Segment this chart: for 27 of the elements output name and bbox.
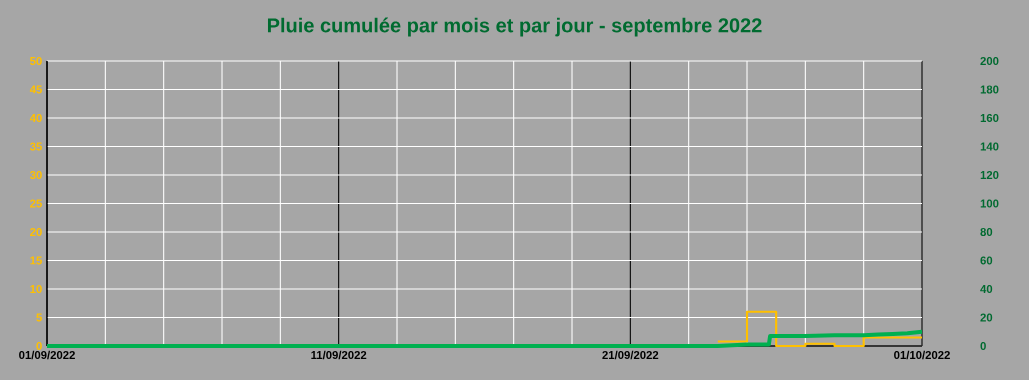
- chart-title: Pluie cumulée par mois et par jour - septembre 2022: [267, 17, 762, 37]
- y-tick-label: 35: [29, 142, 42, 151]
- y-tick-label: 10: [30, 285, 42, 294]
- y2-tick-label: 40: [980, 285, 993, 294]
- y-tick-label: 5: [36, 313, 42, 322]
- y2-tick-label: 200: [980, 57, 999, 66]
- y2-tick-label: 180: [980, 85, 999, 94]
- y-tick-label: 20: [30, 228, 42, 237]
- y2-tick-label: 120: [980, 171, 999, 180]
- y2-tick-label: 80: [980, 228, 993, 237]
- y-tick-label: 40: [29, 114, 42, 123]
- x-tick-label: 01/10/2022: [894, 350, 950, 360]
- x-tick-label: 21/09/2022: [602, 350, 659, 360]
- y2-tick-label: 140: [980, 142, 999, 151]
- y-tick-label: 30: [29, 170, 42, 180]
- y-tick-label: 0: [36, 342, 42, 351]
- y2-tick-label: 100: [980, 199, 999, 208]
- y-tick-label: 15: [30, 256, 42, 265]
- y-tick-label: 25: [30, 199, 42, 208]
- y2-tick-label: 160: [980, 114, 999, 123]
- y2-tick-label: 20: [980, 313, 993, 322]
- y-tick-label: 45: [29, 85, 42, 94]
- y2-tick-label: 60: [980, 256, 993, 265]
- x-tick-label: 11/09/2022: [311, 350, 367, 360]
- y2-tick-label: 0: [980, 342, 986, 351]
- y-tick-label: 50: [30, 57, 42, 66]
- x-tick-label: 01/09/2022: [19, 350, 75, 360]
